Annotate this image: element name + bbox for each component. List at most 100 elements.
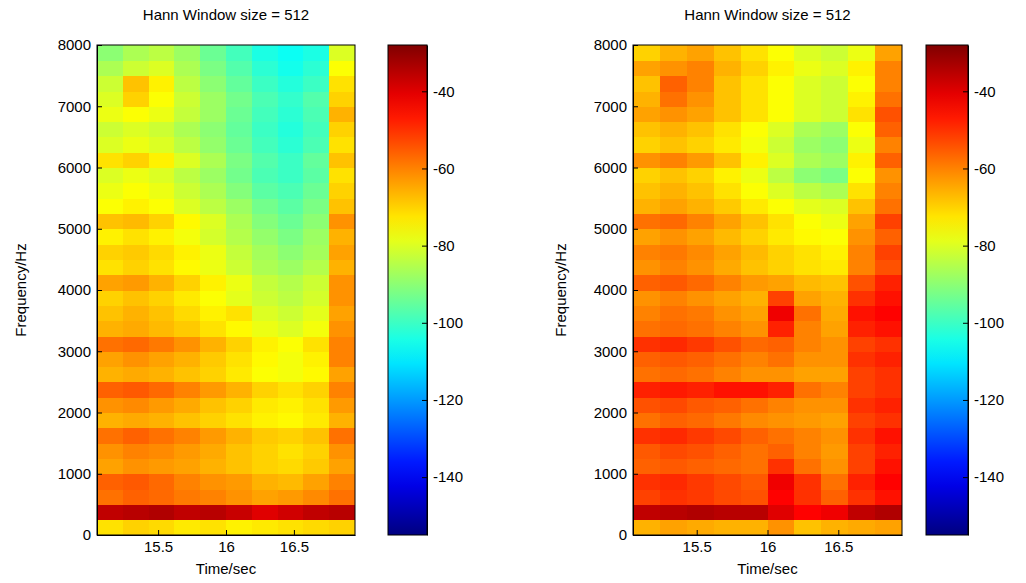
cell [768,305,796,321]
cell [252,290,278,306]
cell [660,183,688,199]
colorbar [388,45,427,535]
cell [149,213,175,229]
cell [226,259,252,275]
cell [848,168,876,184]
cell [278,474,304,490]
cell [633,413,661,429]
cell [226,137,252,153]
cell [687,382,715,398]
cell [123,336,149,352]
tick-mark [294,530,295,535]
cell [303,45,329,61]
cell [821,275,849,291]
cell [278,275,304,291]
cell [303,76,329,92]
tick: 1000 [58,465,102,482]
cell [278,305,304,321]
cell [633,382,661,398]
cell [741,504,769,520]
tick-mark [226,530,227,535]
cell [848,76,876,92]
cell [875,504,902,520]
cell [329,213,355,229]
cell [226,397,252,413]
cell [794,458,822,474]
cell [200,428,226,444]
tick-mark [158,530,159,535]
cell [848,122,876,138]
cell [821,474,849,490]
cell [714,183,742,199]
cell [123,183,149,199]
cell [303,305,329,321]
cell [794,91,822,107]
cell [875,45,902,61]
cell [794,305,822,321]
cell [123,504,149,520]
cell [278,382,304,398]
tick-label: -100 [974,314,1004,331]
cell [794,443,822,459]
cell [714,443,742,459]
tick: 16 [218,530,235,555]
cell [741,259,769,275]
cell [875,229,902,245]
cell [821,428,849,444]
cell [714,244,742,260]
cell [848,367,876,383]
cell [633,244,661,260]
cell [768,259,796,275]
tick-mark [97,535,102,536]
cell [329,351,355,367]
cell [174,489,200,505]
cell [329,122,355,138]
cell [633,321,661,337]
cell [848,413,876,429]
cell [821,152,849,168]
cell [97,168,123,184]
cell [660,321,688,337]
cell [174,198,200,214]
cell [687,168,715,184]
cell [714,351,742,367]
cell [875,259,902,275]
y-axis-title: Frequency/Hz [552,243,569,336]
cell [123,290,149,306]
cell [741,183,769,199]
cell [278,458,304,474]
cell [687,244,715,260]
cell [174,397,200,413]
tick: 16.5 [280,530,309,555]
cell [200,321,226,337]
cell [123,443,149,459]
cell [633,183,661,199]
cell [821,413,849,429]
cell [252,504,278,520]
cell [97,382,123,398]
tick-label: -120 [974,391,1004,408]
tick-mark [97,229,102,230]
tick: 3000 [594,343,638,360]
cell [303,152,329,168]
tick-label: -140 [974,468,1004,485]
cell [329,275,355,291]
cell [768,106,796,122]
cell [848,336,876,352]
cell [768,443,796,459]
cell [149,244,175,260]
cell [660,91,688,107]
cell [278,351,304,367]
cell [252,351,278,367]
cell [149,91,175,107]
cell [660,198,688,214]
tick-mark [963,168,968,169]
cell [741,229,769,245]
cell [794,137,822,153]
tick-mark [633,351,638,352]
cell [123,60,149,76]
cell [633,520,661,535]
cell [123,213,149,229]
axis-line [98,535,356,536]
cell [633,91,661,107]
